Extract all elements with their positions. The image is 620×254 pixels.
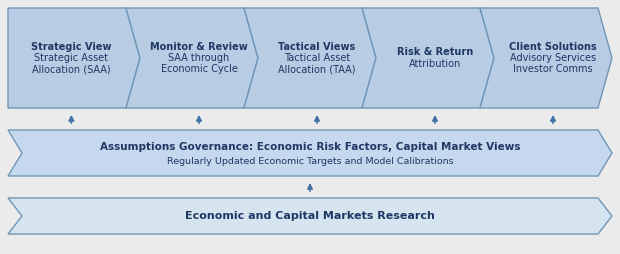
Text: Economic and Capital Markets Research: Economic and Capital Markets Research xyxy=(185,211,435,221)
Text: Tactical Views: Tactical Views xyxy=(278,41,356,52)
Polygon shape xyxy=(8,130,612,176)
Text: Tactical Asset: Tactical Asset xyxy=(284,53,350,63)
Text: SAA through: SAA through xyxy=(169,53,229,63)
Text: Regularly Updated Economic Targets and Model Calibrations: Regularly Updated Economic Targets and M… xyxy=(167,157,453,166)
Text: Investor Comms: Investor Comms xyxy=(513,65,593,74)
Text: Client Solutions: Client Solutions xyxy=(509,41,597,52)
Polygon shape xyxy=(480,8,612,108)
Text: Risk & Return: Risk & Return xyxy=(397,47,473,57)
Text: Assumptions Governance: Economic Risk Factors, Capital Market Views: Assumptions Governance: Economic Risk Fa… xyxy=(100,142,520,152)
Text: Economic Cycle: Economic Cycle xyxy=(161,65,237,74)
Polygon shape xyxy=(8,8,140,108)
Text: Allocation (SAA): Allocation (SAA) xyxy=(32,65,111,74)
Polygon shape xyxy=(362,8,494,108)
Text: Allocation (TAA): Allocation (TAA) xyxy=(278,65,356,74)
Polygon shape xyxy=(8,198,612,234)
Text: Monitor & Review: Monitor & Review xyxy=(150,41,248,52)
Polygon shape xyxy=(244,8,376,108)
Text: Attribution: Attribution xyxy=(409,59,461,69)
Text: Strategic View: Strategic View xyxy=(31,41,112,52)
Text: Strategic Asset: Strategic Asset xyxy=(34,53,108,63)
Text: Advisory Services: Advisory Services xyxy=(510,53,596,63)
Polygon shape xyxy=(126,8,258,108)
